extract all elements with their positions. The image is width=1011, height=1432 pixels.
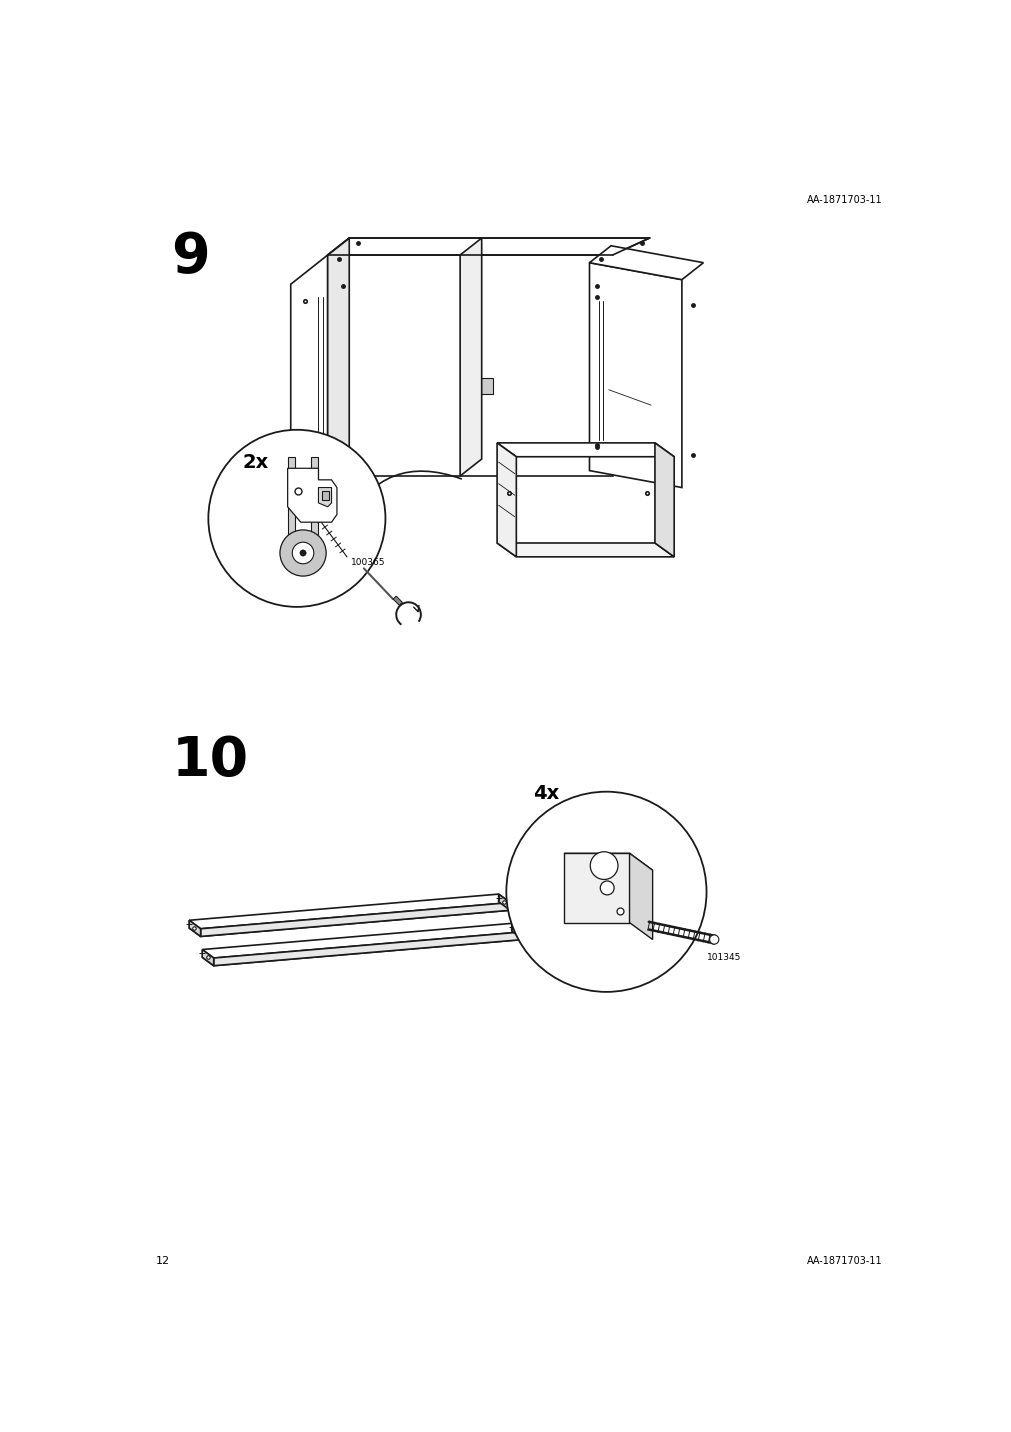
Polygon shape — [202, 931, 523, 965]
Text: 12: 12 — [156, 1256, 170, 1266]
Circle shape — [292, 543, 313, 564]
Text: 2x: 2x — [243, 453, 269, 473]
Polygon shape — [496, 442, 673, 457]
Circle shape — [709, 935, 718, 944]
FancyArrowPatch shape — [346, 471, 461, 524]
Polygon shape — [213, 932, 523, 965]
Text: 9: 9 — [171, 229, 210, 284]
Polygon shape — [287, 468, 337, 523]
Polygon shape — [318, 487, 332, 507]
Polygon shape — [328, 238, 649, 255]
Polygon shape — [496, 442, 516, 557]
Polygon shape — [321, 491, 329, 500]
Polygon shape — [629, 853, 652, 939]
Polygon shape — [310, 457, 318, 561]
Circle shape — [589, 852, 618, 879]
Polygon shape — [496, 543, 673, 557]
Polygon shape — [392, 596, 402, 606]
Polygon shape — [202, 924, 523, 958]
Circle shape — [299, 550, 305, 556]
Polygon shape — [470, 378, 492, 394]
Circle shape — [280, 530, 326, 576]
Polygon shape — [328, 238, 349, 475]
Polygon shape — [563, 853, 629, 922]
Polygon shape — [328, 255, 612, 475]
Circle shape — [506, 792, 706, 992]
Polygon shape — [654, 442, 673, 557]
Polygon shape — [287, 457, 295, 561]
FancyArrowPatch shape — [509, 901, 511, 905]
Polygon shape — [588, 262, 681, 487]
Text: 10: 10 — [171, 735, 249, 788]
Polygon shape — [189, 921, 200, 937]
Circle shape — [600, 881, 614, 895]
Polygon shape — [189, 894, 510, 929]
Circle shape — [208, 430, 385, 607]
Polygon shape — [189, 902, 510, 937]
Polygon shape — [200, 902, 510, 937]
Polygon shape — [563, 853, 652, 871]
Text: 100365: 100365 — [351, 558, 385, 567]
Polygon shape — [512, 924, 523, 939]
Polygon shape — [290, 255, 328, 505]
Text: AA-1871703-11: AA-1871703-11 — [806, 195, 882, 205]
Polygon shape — [460, 238, 481, 475]
Text: 4x: 4x — [533, 783, 559, 803]
Polygon shape — [202, 949, 213, 965]
Text: 101345: 101345 — [706, 954, 740, 962]
Polygon shape — [588, 246, 703, 279]
Text: AA-1871703-11: AA-1871703-11 — [806, 1256, 882, 1266]
Polygon shape — [498, 894, 510, 911]
